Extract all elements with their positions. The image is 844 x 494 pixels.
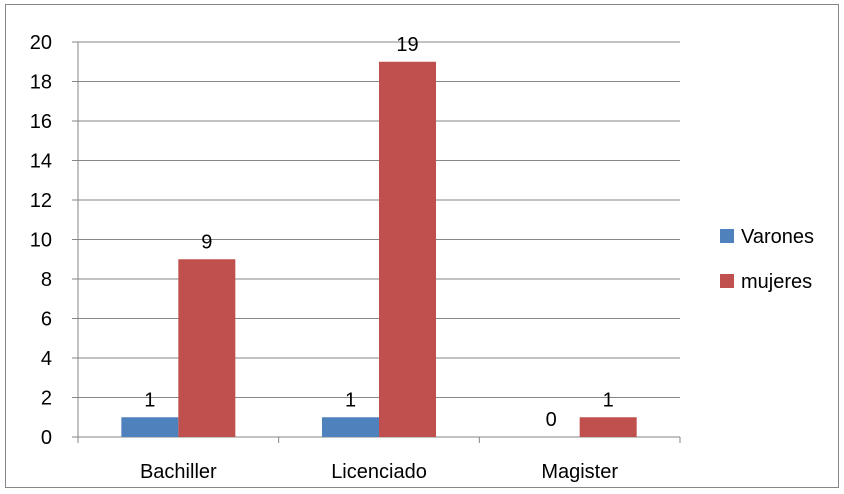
data-label: 1 — [144, 389, 155, 411]
x-tick-label: Licenciado — [331, 461, 427, 483]
legend-label-varones: Varones — [741, 226, 814, 248]
data-label: 0 — [546, 409, 557, 431]
y-tick-label: 4 — [41, 348, 52, 370]
legend-swatch-mujeres — [720, 274, 734, 288]
data-label: 19 — [396, 34, 418, 56]
legend-label-mujeres: mujeres — [741, 271, 812, 293]
x-tick-label: Bachiller — [140, 461, 217, 483]
y-tick-label: 20 — [30, 32, 52, 54]
y-tick-label: 12 — [30, 190, 52, 212]
y-tick-label: 0 — [41, 427, 52, 449]
bar-mujeres-magister — [579, 417, 637, 437]
data-label: 1 — [603, 389, 614, 411]
y-tick-label: 10 — [30, 230, 52, 252]
y-tick-label: 2 — [41, 388, 52, 410]
bar-mujeres-bachiller — [178, 259, 236, 437]
bar-mujeres-licenciado — [379, 61, 436, 437]
y-tick-label: 8 — [41, 269, 52, 291]
y-tick-label: 18 — [30, 72, 52, 94]
y-tick-label: 14 — [30, 151, 52, 173]
data-label: 9 — [201, 231, 212, 253]
legend-swatch-varones — [720, 229, 734, 243]
y-tick-label: 16 — [30, 111, 52, 133]
y-tick-label: 6 — [41, 309, 52, 331]
bar-varones-licenciado — [322, 417, 379, 437]
x-tick-label: Magister — [541, 461, 618, 483]
data-label: 1 — [345, 389, 356, 411]
bar-varones-bachiller — [121, 417, 179, 437]
